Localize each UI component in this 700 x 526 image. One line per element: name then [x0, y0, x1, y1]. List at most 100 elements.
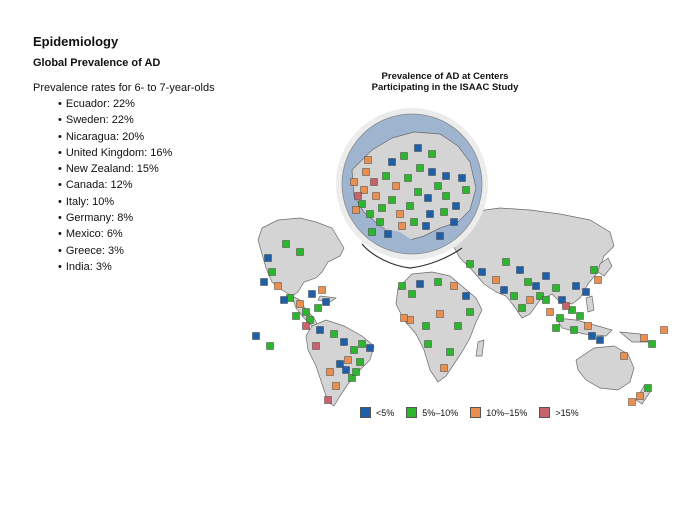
center-marker	[398, 282, 406, 290]
map-legend: <5% 5%–10% 10%–15% >15%	[360, 407, 579, 418]
center-marker	[404, 174, 412, 182]
center-marker	[370, 178, 378, 186]
center-marker	[392, 182, 400, 190]
center-marker	[296, 300, 304, 308]
center-marker	[406, 202, 414, 210]
list-item: Italy: 10%	[58, 194, 172, 210]
legend-swatch	[406, 407, 418, 418]
center-marker	[400, 314, 408, 322]
center-marker	[524, 278, 532, 286]
center-marker	[408, 290, 416, 298]
center-marker	[436, 310, 444, 318]
center-marker	[356, 358, 364, 366]
center-marker	[416, 280, 424, 288]
center-marker	[400, 152, 408, 160]
center-marker	[462, 186, 470, 194]
center-marker	[648, 340, 656, 348]
center-marker	[382, 172, 390, 180]
center-marker	[556, 314, 564, 322]
center-marker	[332, 382, 340, 390]
center-marker	[636, 392, 644, 400]
center-marker	[426, 210, 434, 218]
center-marker	[510, 292, 518, 300]
inset-connector	[361, 243, 463, 269]
center-marker	[384, 230, 392, 238]
japan-shape	[597, 257, 613, 277]
europe-inset	[336, 108, 488, 269]
center-marker	[526, 296, 534, 304]
center-marker	[388, 158, 396, 166]
center-marker	[302, 308, 310, 316]
center-marker	[590, 266, 598, 274]
center-marker	[596, 336, 604, 344]
center-marker	[296, 248, 304, 256]
legend-swatch	[470, 407, 482, 418]
center-marker	[552, 284, 560, 292]
center-marker	[372, 192, 380, 200]
center-marker	[452, 202, 460, 210]
madagascar-shape	[475, 339, 485, 357]
center-marker	[352, 368, 360, 376]
list-item: Germany: 8%	[58, 210, 172, 226]
map-title-line: Participating in the ISAAC Study	[371, 82, 519, 93]
center-marker	[442, 192, 450, 200]
center-marker	[388, 196, 396, 204]
center-marker	[516, 266, 524, 274]
center-marker	[318, 286, 326, 294]
center-marker	[546, 308, 554, 316]
center-marker	[376, 218, 384, 226]
list-item: Mexico: 6%	[58, 226, 172, 242]
center-marker	[502, 258, 510, 266]
legend-label: 10%–15%	[486, 407, 528, 418]
legend-label: >15%	[555, 407, 579, 418]
center-marker	[264, 254, 272, 262]
center-marker	[350, 346, 358, 354]
list-item: Greece: 3%	[58, 243, 172, 259]
legend-item: 10%–15%	[470, 407, 527, 418]
list-item: Sweden: 22%	[58, 112, 172, 128]
center-marker	[424, 194, 432, 202]
center-marker	[308, 290, 316, 298]
legend-swatch	[539, 407, 551, 418]
center-marker	[416, 164, 424, 172]
center-marker	[274, 282, 282, 290]
legend-item: <5%	[360, 407, 394, 418]
list-item: United Kingdom: 16%	[58, 145, 172, 161]
map-title-line: Prevalence of AD at Centers	[381, 71, 509, 82]
center-marker	[478, 268, 486, 276]
center-marker	[280, 296, 288, 304]
center-marker	[552, 324, 560, 332]
list-item: Canada: 12%	[58, 177, 172, 193]
list-item: India: 3%	[58, 259, 172, 275]
center-marker	[410, 218, 418, 226]
center-marker	[312, 342, 320, 350]
center-marker	[466, 308, 474, 316]
center-marker	[584, 322, 592, 330]
australia-shape	[575, 345, 635, 391]
section-heading: Epidemiology	[33, 34, 119, 49]
map-title: Prevalence of AD at Centers Participatin…	[330, 71, 560, 93]
center-marker	[532, 282, 540, 290]
legend-item: >15%	[539, 407, 579, 418]
center-marker	[536, 292, 544, 300]
center-marker	[434, 182, 442, 190]
center-marker	[644, 384, 652, 392]
center-marker	[422, 322, 430, 330]
center-marker	[458, 174, 466, 182]
center-marker	[436, 232, 444, 240]
center-marker	[344, 356, 352, 364]
center-marker	[266, 342, 274, 350]
list-item: New Zealand: 15%	[58, 161, 172, 177]
center-marker	[302, 322, 310, 330]
legend-item: 5%–10%	[406, 407, 458, 418]
center-marker	[396, 210, 404, 218]
center-marker	[570, 326, 578, 334]
center-marker	[358, 200, 366, 208]
center-marker	[340, 338, 348, 346]
list-item: Nicaragua: 20%	[58, 129, 172, 145]
center-marker	[628, 398, 636, 406]
center-marker	[362, 168, 370, 176]
center-marker	[322, 298, 330, 306]
center-marker	[330, 330, 338, 338]
center-marker	[568, 306, 576, 314]
